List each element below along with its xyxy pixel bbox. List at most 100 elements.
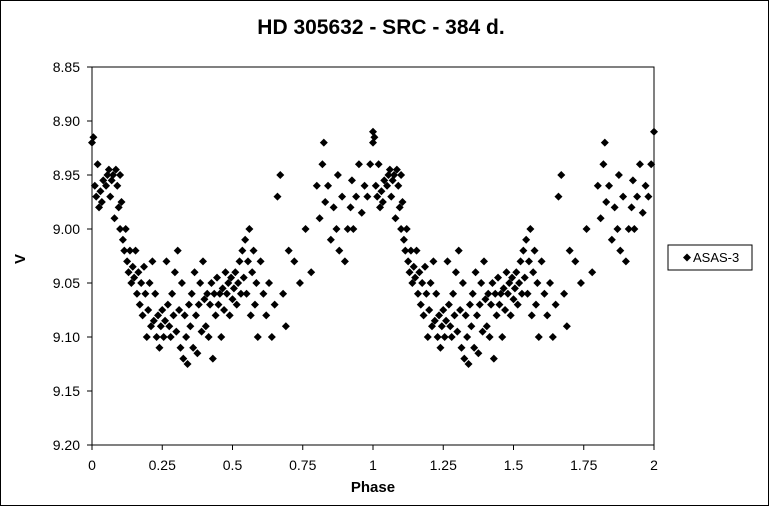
data-point xyxy=(162,257,171,266)
x-tick-label: 1 xyxy=(369,457,377,473)
data-point xyxy=(106,192,115,201)
data-point xyxy=(222,289,231,298)
data-point xyxy=(471,268,480,277)
data-point xyxy=(371,181,380,190)
data-point xyxy=(442,316,451,325)
data-point xyxy=(399,235,408,244)
data-point xyxy=(600,138,609,147)
data-point xyxy=(151,289,160,298)
data-point xyxy=(241,235,250,244)
data-point xyxy=(217,333,226,341)
data-point xyxy=(176,343,185,352)
data-point xyxy=(607,235,616,244)
data-point xyxy=(635,160,644,169)
data-point xyxy=(250,300,259,309)
data-point xyxy=(363,192,372,201)
data-point xyxy=(560,289,569,298)
data-point xyxy=(523,289,532,298)
y-tick-label: 9.20 xyxy=(53,437,80,453)
data-point xyxy=(113,181,122,190)
data-point xyxy=(145,279,154,287)
data-point xyxy=(131,246,140,255)
data-point xyxy=(530,246,539,255)
data-point xyxy=(276,171,285,179)
data-point xyxy=(190,268,199,277)
data-point xyxy=(402,225,411,233)
data-point xyxy=(97,198,106,206)
data-point xyxy=(158,306,167,314)
data-point xyxy=(130,273,139,282)
data-point xyxy=(93,160,102,169)
data-point xyxy=(116,171,125,179)
data-point xyxy=(509,295,518,304)
data-point xyxy=(467,322,476,331)
data-point xyxy=(436,343,445,352)
data-point xyxy=(503,289,512,298)
data-point xyxy=(173,246,182,255)
data-point xyxy=(295,279,304,287)
data-point xyxy=(531,300,540,309)
data-point xyxy=(249,246,258,255)
data-point xyxy=(638,208,647,217)
data-point xyxy=(349,225,358,233)
data-point xyxy=(135,300,144,309)
data-point xyxy=(156,322,165,331)
data-point xyxy=(228,295,237,304)
data-point xyxy=(338,192,347,201)
data-point xyxy=(374,160,383,169)
data-point xyxy=(242,289,251,298)
data-point xyxy=(444,300,453,309)
data-point xyxy=(213,273,222,282)
data-point xyxy=(502,268,511,277)
data-point xyxy=(253,333,262,341)
data-point xyxy=(147,322,156,331)
data-point xyxy=(517,289,526,298)
data-point xyxy=(470,343,479,352)
data-point xyxy=(641,181,650,190)
data-point xyxy=(166,333,175,341)
data-point xyxy=(429,257,438,266)
data-point xyxy=(423,333,432,341)
data-point xyxy=(329,203,338,212)
data-point xyxy=(380,176,389,185)
data-point xyxy=(390,171,399,179)
data-point xyxy=(335,246,344,255)
data-point xyxy=(123,257,132,266)
legend-label: ASAS-3 xyxy=(693,250,739,265)
data-point xyxy=(232,300,241,309)
data-point xyxy=(210,289,219,298)
data-point xyxy=(463,333,472,341)
data-point xyxy=(220,306,229,314)
data-point xyxy=(498,333,507,341)
data-point xyxy=(571,257,580,266)
legend: ASAS-3 xyxy=(667,244,753,271)
data-point xyxy=(543,311,552,320)
data-point xyxy=(175,306,184,314)
data-point xyxy=(484,289,493,298)
y-tick-label: 9.00 xyxy=(53,221,80,237)
data-point xyxy=(482,322,491,331)
data-point xyxy=(548,333,557,341)
data-point xyxy=(154,311,163,320)
data-points xyxy=(88,127,658,368)
data-point xyxy=(385,165,394,174)
data-point xyxy=(301,225,310,233)
data-point xyxy=(457,343,466,352)
data-point xyxy=(408,279,417,287)
data-point xyxy=(186,322,195,331)
data-point xyxy=(208,354,217,363)
data-point xyxy=(239,273,248,282)
data-point xyxy=(582,225,591,233)
data-point xyxy=(360,181,369,190)
data-point xyxy=(499,284,508,293)
data-point xyxy=(144,306,153,314)
data-point xyxy=(215,289,224,298)
data-point xyxy=(340,257,349,266)
data-point xyxy=(520,273,529,282)
data-point xyxy=(370,133,379,142)
data-point xyxy=(137,279,146,287)
data-point xyxy=(494,273,503,282)
x-tick-label: 1.5 xyxy=(504,457,524,473)
data-point xyxy=(211,311,220,320)
